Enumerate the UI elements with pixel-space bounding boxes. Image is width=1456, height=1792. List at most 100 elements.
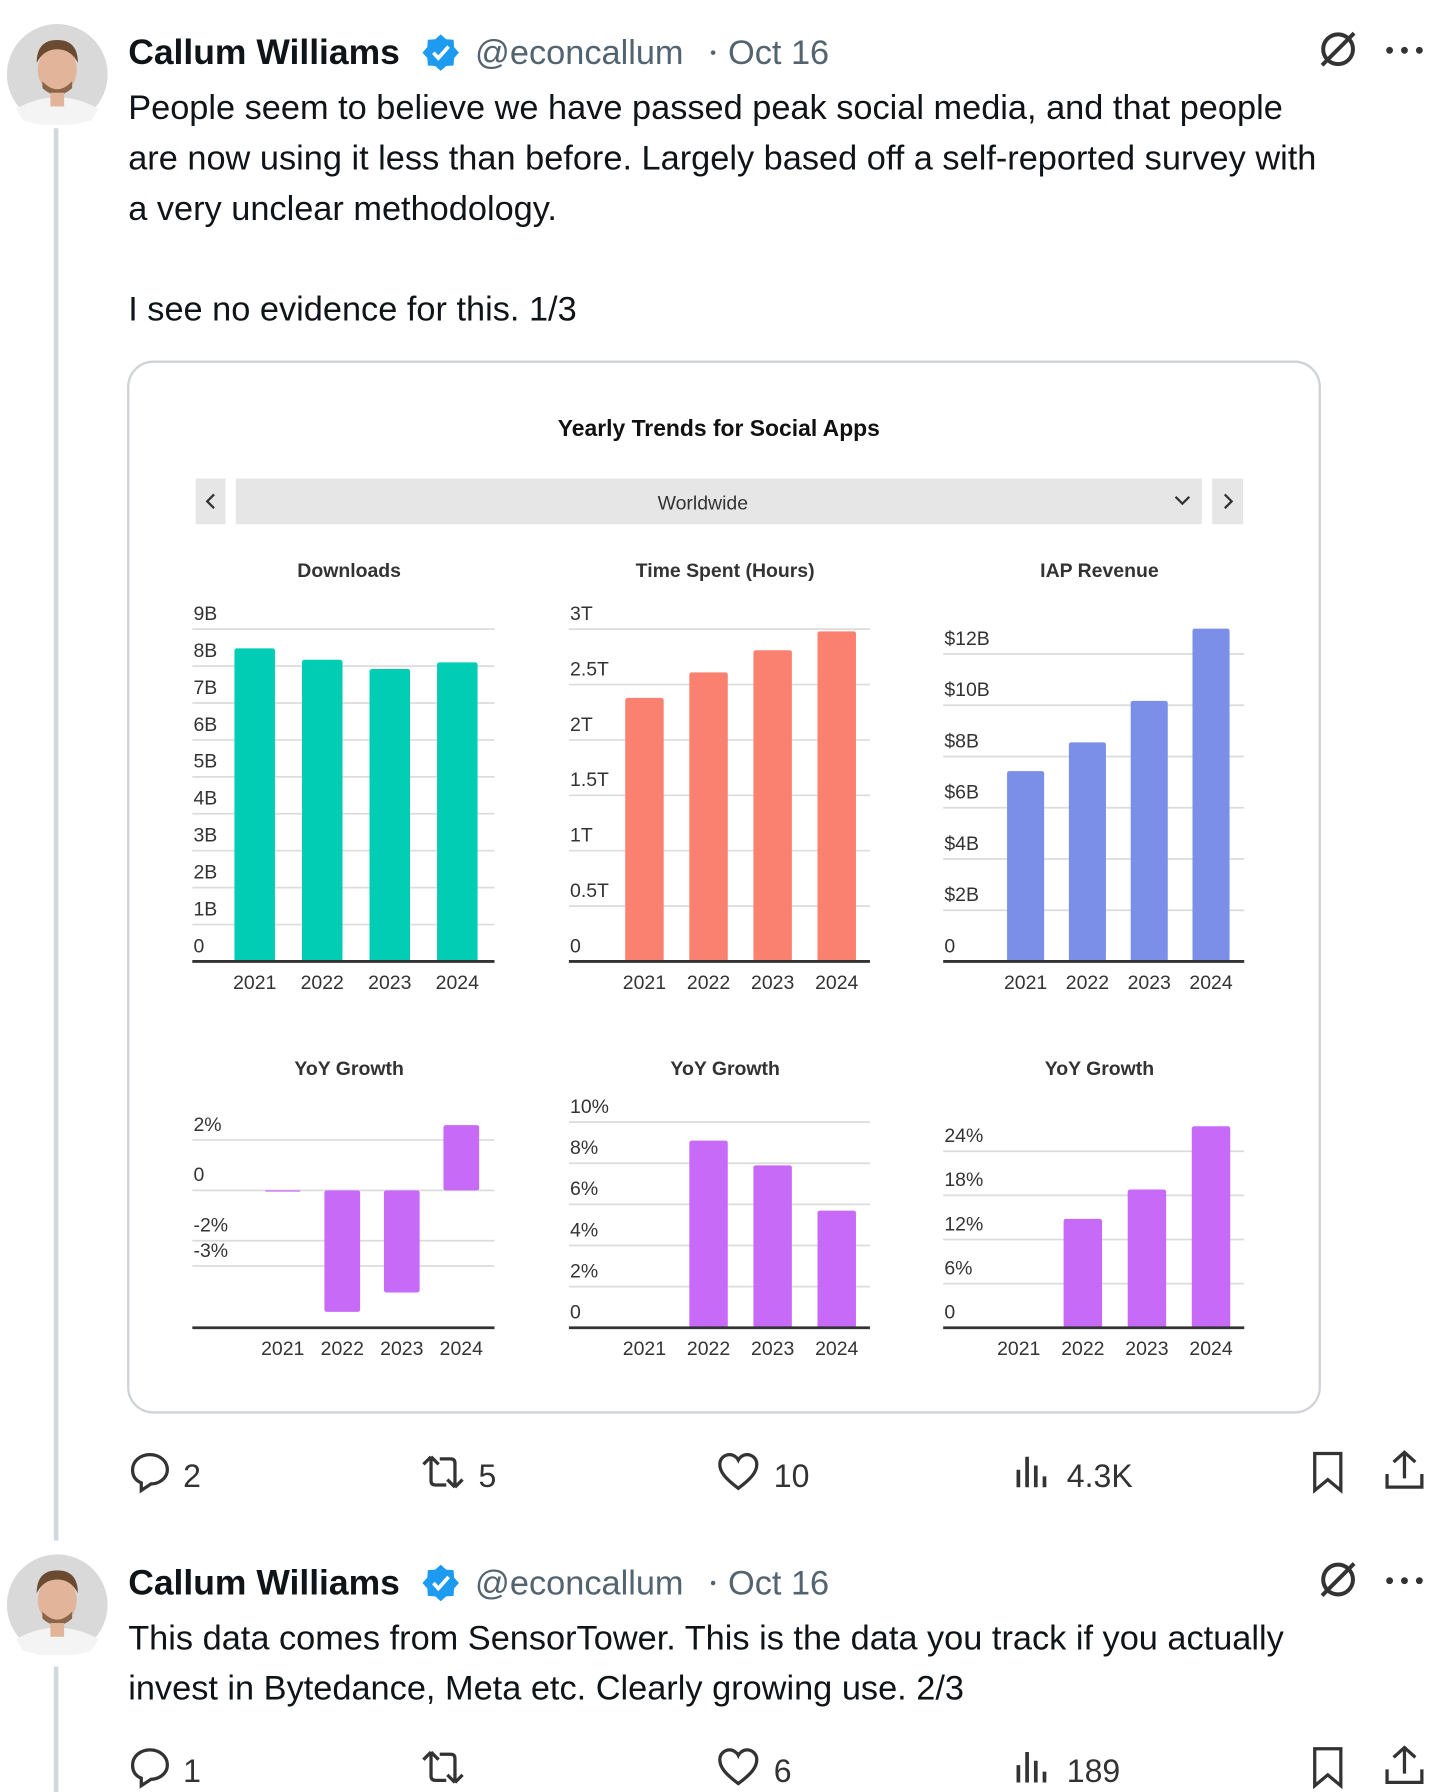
views-button[interactable] bbox=[1016, 1750, 1047, 1785]
y-tick-label: $10B bbox=[944, 679, 989, 701]
share-button[interactable] bbox=[1385, 1450, 1424, 1489]
reply-button[interactable] bbox=[130, 1452, 170, 1493]
post-text: I see no evidence for this. 1/3 bbox=[128, 290, 576, 328]
y-tick-label: 6% bbox=[570, 1178, 598, 1200]
verified-badge bbox=[421, 1563, 461, 1603]
grok-button[interactable] bbox=[1322, 33, 1354, 65]
y-tick-label: 0.5T bbox=[570, 880, 609, 902]
bar bbox=[1068, 742, 1106, 962]
post-text: a very unclear methodology. bbox=[128, 190, 557, 228]
more-dot[interactable] bbox=[1386, 1577, 1394, 1585]
prev-button[interactable] bbox=[195, 478, 226, 525]
share-button[interactable] bbox=[1385, 1745, 1424, 1785]
x-tick-label: 2023 bbox=[1125, 1338, 1168, 1360]
author-handle[interactable]: @econcallum bbox=[475, 34, 683, 72]
y-tick-label: 0 bbox=[570, 935, 581, 957]
reply-button[interactable] bbox=[130, 1748, 170, 1788]
like-button[interactable] bbox=[718, 1748, 759, 1786]
views-count: 189 bbox=[1067, 1753, 1120, 1789]
dropdown-icon bbox=[1174, 495, 1191, 506]
region-select[interactable] bbox=[235, 478, 1202, 525]
chart-title: Downloads bbox=[297, 560, 401, 582]
y-tick-label: $6B bbox=[944, 782, 979, 804]
x-tick-label: 2024 bbox=[436, 972, 479, 994]
bookmark-button[interactable] bbox=[1313, 1451, 1343, 1493]
bar bbox=[1130, 700, 1168, 962]
x-tick-label: 2024 bbox=[815, 972, 858, 994]
chart-title: Time Spent (Hours) bbox=[636, 560, 815, 582]
bar bbox=[443, 1125, 480, 1191]
replies-count: 2 bbox=[183, 1458, 201, 1494]
bar bbox=[817, 631, 856, 962]
more-dot[interactable] bbox=[1386, 46, 1394, 54]
more-dot[interactable] bbox=[1401, 1577, 1408, 1585]
y-tick-label: 24% bbox=[944, 1125, 983, 1147]
bar bbox=[1007, 771, 1045, 962]
author-name[interactable]: Callum Williams bbox=[128, 1562, 400, 1602]
next-button[interactable] bbox=[1212, 478, 1244, 525]
y-tick-label: -2% bbox=[193, 1215, 228, 1237]
author-name[interactable]: Callum Williams bbox=[128, 32, 400, 72]
post-text: are now using it less than before. Large… bbox=[128, 139, 1316, 177]
post-date[interactable]: Oct 16 bbox=[728, 1564, 829, 1602]
like-button[interactable] bbox=[718, 1452, 759, 1490]
x-tick-label: 2022 bbox=[301, 972, 344, 994]
tweets: Callum Williams @econcallum Oct 16 People s… bbox=[6, 24, 1424, 1789]
bar bbox=[625, 697, 664, 962]
y-tick-label: $12B bbox=[944, 628, 989, 650]
chart-title: YoY Growth bbox=[1045, 1058, 1154, 1080]
post-date[interactable]: Oct 16 bbox=[728, 34, 829, 72]
y-tick-label: 0 bbox=[570, 1302, 581, 1324]
x-tick-label: 2023 bbox=[380, 1338, 423, 1360]
post-text: People seem to believe we have passed pe… bbox=[128, 89, 1283, 127]
x-tick-label: 2021 bbox=[623, 1338, 666, 1360]
replies-count: 1 bbox=[183, 1753, 201, 1789]
y-tick-label: 2B bbox=[193, 861, 217, 883]
bar bbox=[383, 1190, 420, 1293]
y-tick-label: 1T bbox=[570, 825, 593, 847]
more-dot[interactable] bbox=[1401, 46, 1408, 54]
x-tick-label: 2023 bbox=[751, 1338, 794, 1360]
y-tick-label: 2% bbox=[570, 1260, 598, 1282]
x-tick-label: 2023 bbox=[1128, 972, 1171, 994]
y-tick-label: 12% bbox=[944, 1213, 983, 1235]
likes-count: 6 bbox=[774, 1753, 792, 1789]
region-label: Worldwide bbox=[658, 492, 748, 514]
bar bbox=[234, 648, 275, 962]
bar bbox=[1063, 1218, 1103, 1328]
chart-title: YoY Growth bbox=[294, 1058, 403, 1080]
repost-button[interactable] bbox=[421, 1750, 465, 1785]
bookmark-button[interactable] bbox=[1313, 1747, 1343, 1788]
y-tick-label: 2.5T bbox=[570, 658, 609, 680]
y-tick-label: 2% bbox=[193, 1114, 221, 1136]
bar bbox=[689, 672, 728, 962]
y-tick-label: 18% bbox=[944, 1169, 983, 1191]
x-tick-label: 2022 bbox=[321, 1338, 364, 1360]
y-tick-label: 4B bbox=[193, 788, 217, 810]
avatar[interactable] bbox=[6, 24, 108, 126]
grok-button[interactable] bbox=[1322, 1564, 1354, 1596]
views-button[interactable] bbox=[1016, 1454, 1047, 1490]
repost-button[interactable] bbox=[421, 1455, 465, 1489]
verified-badge bbox=[421, 33, 461, 73]
views-count: 4.3K bbox=[1067, 1458, 1133, 1494]
y-tick-label: 6B bbox=[193, 714, 217, 736]
x-tick-label: 2022 bbox=[1061, 1338, 1104, 1360]
y-tick-label: 1.5T bbox=[570, 769, 609, 791]
y-tick-label: 9B bbox=[193, 603, 217, 625]
more-dot[interactable] bbox=[1415, 46, 1423, 54]
more-dot[interactable] bbox=[1415, 1577, 1423, 1585]
y-tick-label: $2B bbox=[944, 884, 979, 906]
y-tick-label: 7B bbox=[193, 677, 217, 699]
avatar[interactable] bbox=[6, 1554, 108, 1656]
bar bbox=[264, 1190, 301, 1192]
bar bbox=[1192, 628, 1230, 962]
author-handle[interactable]: @econcallum bbox=[475, 1564, 683, 1602]
bar bbox=[689, 1140, 728, 1328]
separator-dot bbox=[710, 1580, 716, 1586]
y-tick-label: 3T bbox=[570, 603, 593, 625]
bar bbox=[1191, 1126, 1231, 1328]
x-tick-label: 2022 bbox=[1066, 972, 1109, 994]
y-tick-label: 6% bbox=[944, 1257, 972, 1279]
